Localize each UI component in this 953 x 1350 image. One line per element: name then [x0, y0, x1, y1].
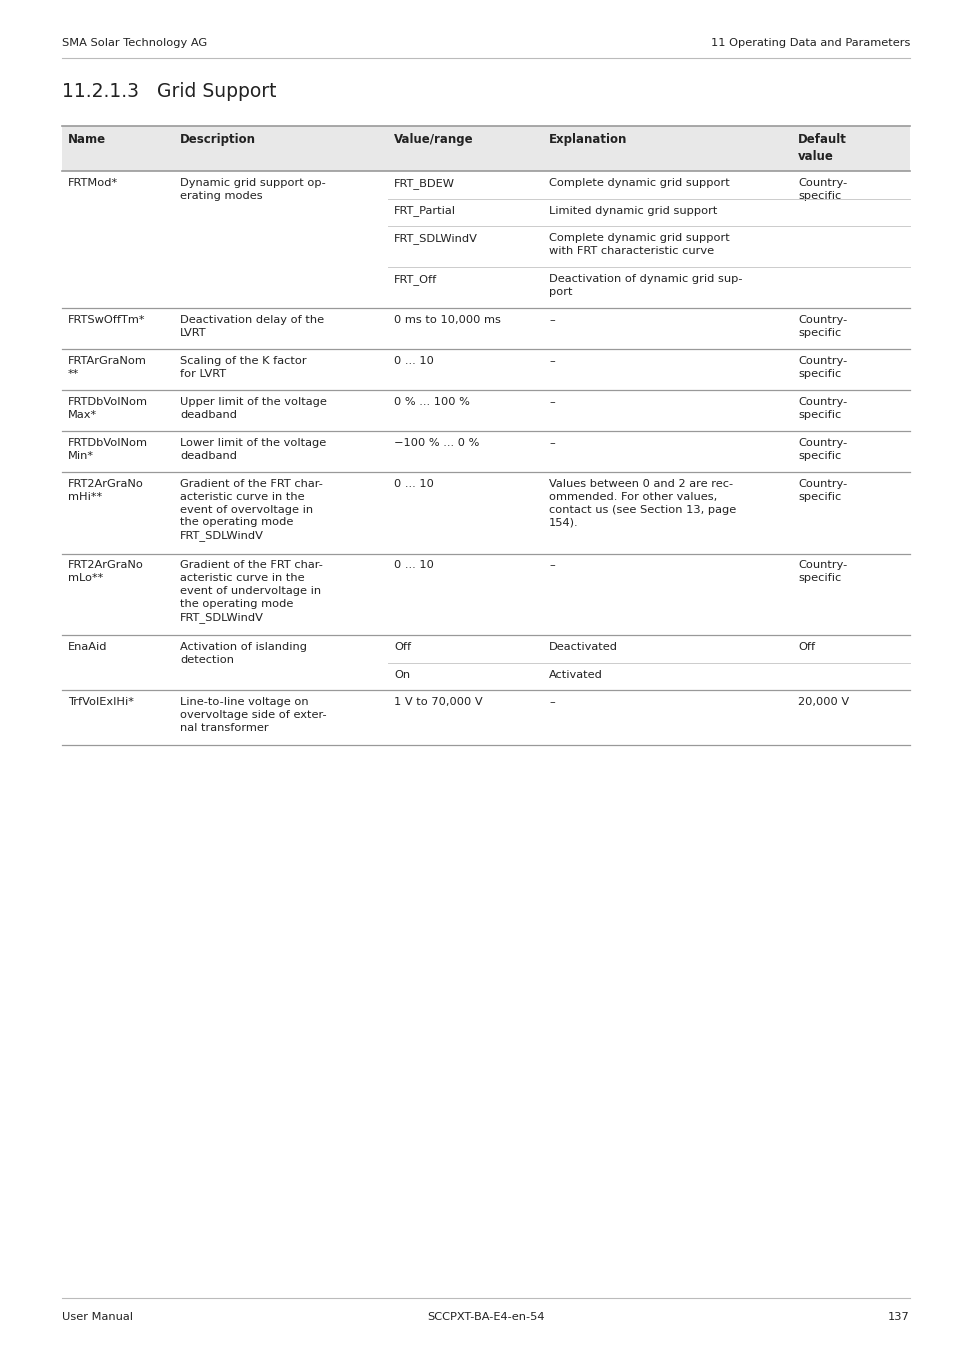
Text: Activation of islanding
detection: Activation of islanding detection: [180, 643, 307, 664]
Text: 1 V to 70,000 V: 1 V to 70,000 V: [394, 697, 482, 707]
Text: Off: Off: [797, 643, 814, 652]
Text: –: –: [548, 397, 554, 406]
Text: 0 ... 10: 0 ... 10: [394, 479, 434, 489]
Text: TrfVolExlHi*: TrfVolExlHi*: [68, 697, 133, 707]
Text: 0 ... 10: 0 ... 10: [394, 356, 434, 366]
Text: FRTArGraNom
**: FRTArGraNom **: [68, 356, 147, 379]
Text: FRT_SDLWindV: FRT_SDLWindV: [394, 234, 477, 244]
Bar: [62, 126, 909, 171]
Text: FRTDbVolNom
Max*: FRTDbVolNom Max*: [68, 397, 148, 420]
Text: 20,000 V: 20,000 V: [797, 697, 848, 707]
Text: 11 Operating Data and Parameters: 11 Operating Data and Parameters: [710, 38, 909, 49]
Text: FRT2ArGraNo
mLo**: FRT2ArGraNo mLo**: [68, 560, 144, 583]
Text: Country-
specific: Country- specific: [797, 560, 846, 583]
Text: –: –: [548, 356, 554, 366]
Text: User Manual: User Manual: [62, 1312, 132, 1322]
Text: Activated: Activated: [548, 670, 602, 679]
Text: 0 ms to 10,000 ms: 0 ms to 10,000 ms: [394, 315, 500, 325]
Text: −100 % ... 0 %: −100 % ... 0 %: [394, 437, 478, 448]
Text: FRT_Partial: FRT_Partial: [394, 205, 456, 216]
Text: Country-
specific: Country- specific: [797, 315, 846, 338]
Text: Default
value: Default value: [797, 134, 846, 162]
Text: FRTSwOffTm*: FRTSwOffTm*: [68, 315, 146, 325]
Text: EnaAid: EnaAid: [68, 643, 108, 652]
Text: Country-
specific: Country- specific: [797, 437, 846, 460]
Text: Upper limit of the voltage
deadband: Upper limit of the voltage deadband: [180, 397, 327, 420]
Text: 0 % ... 100 %: 0 % ... 100 %: [394, 397, 470, 406]
Text: FRTDbVolNom
Min*: FRTDbVolNom Min*: [68, 437, 148, 460]
Text: Deactivated: Deactivated: [548, 643, 618, 652]
Text: Country-
specific: Country- specific: [797, 356, 846, 379]
Text: Deactivation delay of the
LVRT: Deactivation delay of the LVRT: [180, 315, 324, 338]
Text: Country-
specific: Country- specific: [797, 178, 846, 201]
Text: Explanation: Explanation: [548, 134, 627, 146]
Text: Value/range: Value/range: [394, 134, 473, 146]
Text: 137: 137: [887, 1312, 909, 1322]
Text: Description: Description: [180, 134, 255, 146]
Text: Deactivation of dynamic grid sup-
port: Deactivation of dynamic grid sup- port: [548, 274, 741, 297]
Text: Name: Name: [68, 134, 106, 146]
Text: Country-
specific: Country- specific: [797, 397, 846, 420]
Text: Complete dynamic grid support: Complete dynamic grid support: [548, 178, 729, 188]
Text: Complete dynamic grid support
with FRT characteristic curve: Complete dynamic grid support with FRT c…: [548, 234, 729, 255]
Text: Gradient of the FRT char-
acteristic curve in the
event of undervoltage in
the o: Gradient of the FRT char- acteristic cur…: [180, 560, 322, 622]
Text: Scaling of the K factor
for LVRT: Scaling of the K factor for LVRT: [180, 356, 306, 379]
Text: FRTMod*: FRTMod*: [68, 178, 118, 188]
Text: Dynamic grid support op-
erating modes: Dynamic grid support op- erating modes: [180, 178, 325, 201]
Text: FRT_Off: FRT_Off: [394, 274, 436, 285]
Text: Country-
specific: Country- specific: [797, 479, 846, 502]
Text: 0 ... 10: 0 ... 10: [394, 560, 434, 571]
Text: –: –: [548, 437, 554, 448]
Text: Line-to-line voltage on
overvoltage side of exter-
nal transformer: Line-to-line voltage on overvoltage side…: [180, 697, 326, 733]
Text: 11.2.1.3   Grid Support: 11.2.1.3 Grid Support: [62, 82, 276, 101]
Text: SCCPXT-BA-E4-en-54: SCCPXT-BA-E4-en-54: [427, 1312, 544, 1322]
Text: Lower limit of the voltage
deadband: Lower limit of the voltage deadband: [180, 437, 326, 460]
Text: –: –: [548, 560, 554, 571]
Text: Values between 0 and 2 are rec-
ommended. For other values,
contact us (see Sect: Values between 0 and 2 are rec- ommended…: [548, 479, 736, 528]
Text: Gradient of the FRT char-
acteristic curve in the
event of overvoltage in
the op: Gradient of the FRT char- acteristic cur…: [180, 479, 322, 541]
Text: FRT2ArGraNo
mHi**: FRT2ArGraNo mHi**: [68, 479, 144, 502]
Text: –: –: [548, 697, 554, 707]
Text: On: On: [394, 670, 410, 679]
Text: –: –: [548, 315, 554, 325]
Text: FRT_BDEW: FRT_BDEW: [394, 178, 455, 189]
Text: Limited dynamic grid support: Limited dynamic grid support: [548, 205, 717, 216]
Text: Off: Off: [394, 643, 411, 652]
Text: SMA Solar Technology AG: SMA Solar Technology AG: [62, 38, 207, 49]
